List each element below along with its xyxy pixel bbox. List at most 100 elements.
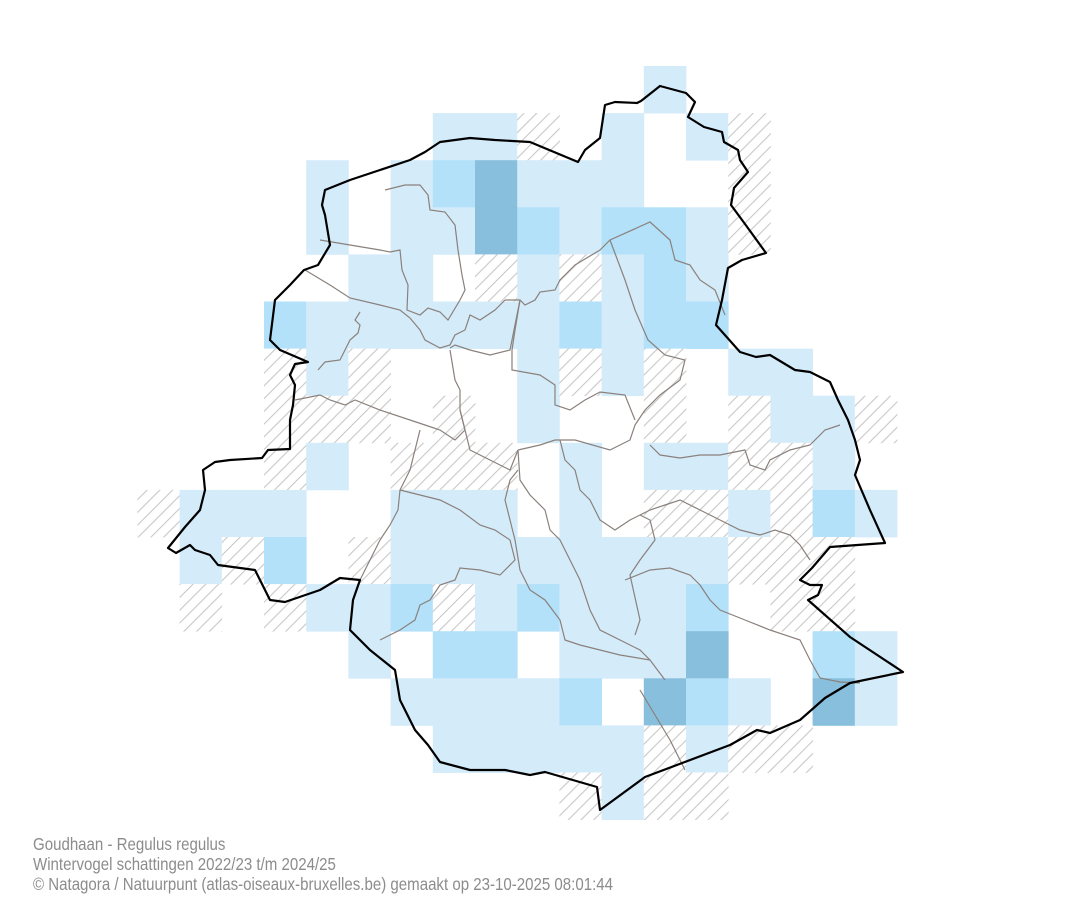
cell-high bbox=[643, 678, 687, 726]
cell-unsurveyed bbox=[728, 113, 771, 161]
cell-low bbox=[601, 113, 645, 161]
cell-unsurveyed bbox=[559, 348, 602, 397]
cell-high bbox=[475, 207, 518, 255]
cell-medium bbox=[432, 160, 476, 208]
cell-unsurveyed bbox=[728, 160, 771, 208]
cell-low bbox=[559, 631, 602, 679]
cell-low bbox=[601, 348, 645, 397]
distribution-map bbox=[137, 66, 905, 820]
map-caption: Goudhaan - Regulus regulus Wintervogel s… bbox=[33, 834, 613, 894]
map-title: Goudhaan - Regulus regulus bbox=[33, 834, 226, 854]
municipality-border bbox=[505, 221, 726, 316]
cell-medium bbox=[812, 489, 856, 538]
cell-low bbox=[643, 631, 687, 679]
cell-low bbox=[559, 489, 602, 538]
cell-medium bbox=[686, 678, 729, 726]
cell-low bbox=[517, 301, 560, 349]
cell-low bbox=[643, 584, 687, 632]
cell-low bbox=[601, 254, 645, 302]
cell-medium bbox=[559, 301, 602, 349]
cell-unsurveyed bbox=[686, 772, 729, 820]
cell-low bbox=[601, 537, 645, 585]
cell-low bbox=[306, 442, 349, 491]
cell-unsurveyed bbox=[559, 772, 602, 820]
cell-low bbox=[601, 772, 645, 820]
cell-unsurveyed bbox=[559, 254, 602, 302]
municipality-border bbox=[517, 239, 686, 451]
cell-low bbox=[854, 489, 898, 538]
cell-unsurveyed bbox=[432, 395, 476, 444]
cell-low bbox=[517, 395, 560, 444]
cell-unsurveyed bbox=[137, 489, 180, 538]
cell-low bbox=[517, 725, 560, 773]
cell-medium bbox=[517, 584, 560, 632]
cell-low bbox=[390, 160, 434, 208]
municipality-border bbox=[317, 311, 361, 371]
cell-low bbox=[432, 207, 476, 255]
cell-unsurveyed bbox=[770, 725, 813, 773]
cell-low bbox=[517, 160, 560, 208]
cell-low bbox=[686, 207, 729, 255]
cell-low bbox=[559, 725, 602, 773]
cell-low bbox=[601, 160, 645, 208]
cell-low bbox=[643, 537, 687, 585]
municipality-borders bbox=[294, 184, 861, 771]
cell-unsurveyed bbox=[770, 584, 813, 632]
cell-low bbox=[728, 678, 771, 726]
cell-unsurveyed bbox=[770, 442, 813, 491]
cell-low bbox=[348, 631, 391, 679]
cell-unsurveyed bbox=[348, 348, 391, 397]
cell-medium bbox=[686, 584, 729, 632]
cell-unsurveyed bbox=[475, 442, 518, 491]
cell-unsurveyed bbox=[770, 489, 813, 538]
cell-low bbox=[686, 254, 729, 302]
cell-low bbox=[432, 489, 476, 538]
cell-low bbox=[348, 301, 391, 349]
municipality-border bbox=[639, 499, 811, 561]
municipality-border bbox=[379, 489, 516, 641]
cell-unsurveyed bbox=[432, 584, 476, 632]
cell-medium bbox=[812, 631, 856, 679]
municipality-border bbox=[624, 567, 861, 684]
cell-medium bbox=[390, 584, 434, 632]
map-subtitle: Wintervogel schattingen 2022/23 t/m 2024… bbox=[33, 854, 336, 874]
municipality-border bbox=[459, 409, 666, 681]
cell-low bbox=[559, 442, 602, 491]
municipality-border bbox=[304, 269, 506, 349]
cell-low bbox=[770, 395, 813, 444]
municipality-border bbox=[359, 429, 421, 581]
cell-unsurveyed bbox=[643, 772, 687, 820]
cell-unsurveyed bbox=[475, 254, 518, 302]
cell-low bbox=[432, 678, 476, 726]
cell-medium bbox=[643, 301, 687, 349]
cell-unsurveyed bbox=[770, 537, 813, 585]
cell-low bbox=[686, 725, 729, 773]
cell-low bbox=[475, 725, 518, 773]
cell-low bbox=[390, 254, 434, 302]
cell-unsurveyed bbox=[643, 348, 687, 397]
cell-low bbox=[390, 537, 434, 585]
cell-medium bbox=[264, 537, 307, 585]
cell-unsurveyed bbox=[264, 395, 307, 444]
municipality-border bbox=[449, 299, 521, 356]
cell-low bbox=[517, 678, 560, 726]
cell-low bbox=[601, 301, 645, 349]
cell-medium bbox=[475, 631, 518, 679]
region-boundary bbox=[166, 84, 905, 812]
cell-unsurveyed bbox=[517, 113, 560, 161]
cell-low bbox=[643, 66, 687, 114]
cell-medium bbox=[643, 207, 687, 255]
cell-unsurveyed bbox=[179, 584, 223, 632]
cell-medium bbox=[517, 207, 560, 255]
cell-high bbox=[475, 160, 518, 208]
cell-low bbox=[686, 442, 729, 491]
cell-low bbox=[432, 301, 476, 349]
cell-low bbox=[854, 678, 898, 726]
cell-low bbox=[179, 489, 223, 538]
cell-unsurveyed bbox=[264, 584, 307, 632]
cell-low bbox=[390, 489, 434, 538]
cell-unsurveyed bbox=[348, 395, 391, 444]
cell-low bbox=[643, 442, 687, 491]
cell-low bbox=[221, 489, 265, 538]
cell-low bbox=[475, 113, 518, 161]
